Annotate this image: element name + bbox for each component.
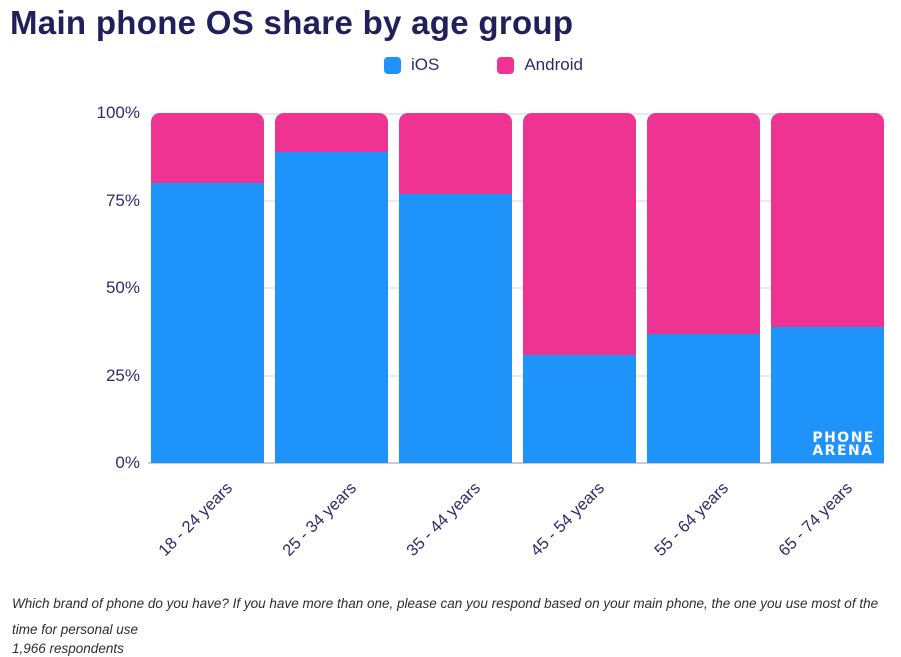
gridline — [151, 374, 884, 377]
bar-segment-ios — [399, 193, 512, 463]
gridline — [151, 287, 884, 289]
x-tick-label: 45 - 54 years — [527, 479, 609, 560]
legend-item-android: Android — [497, 55, 583, 75]
bar-45-54years — [523, 113, 636, 463]
bar-segment-ios — [275, 151, 388, 463]
y-tick-label: 100% — [96, 103, 140, 122]
respondents-count: 1,966 respondents — [12, 641, 124, 656]
phonearena-logo: PHONE ARENA — [812, 429, 875, 459]
x-axis: 18 - 24 years 25 - 34 years 35 - 44 years 4… — [151, 463, 884, 593]
y-tick-label: 75% — [105, 190, 140, 210]
legend-item-ios: iOS — [384, 55, 439, 75]
phonearena-logo-line2: ARENA — [812, 442, 874, 459]
legend-swatch-ios — [384, 56, 401, 74]
bar-segment-android — [647, 113, 760, 334]
bar-segment-android — [771, 113, 884, 327]
x-tick-label: 18 - 24 years — [155, 479, 237, 560]
y-tick-label: 25% — [105, 365, 140, 385]
legend-label-android: Android — [524, 55, 583, 74]
x-tick-label: 55 - 64 years — [651, 479, 733, 560]
bar-18-24years — [151, 113, 264, 463]
bar-segment-ios — [151, 183, 264, 463]
x-axis-line — [148, 462, 884, 464]
y-axis: 0% 25% 50% 75% 100% — [0, 103, 140, 472]
gridline — [151, 113, 884, 115]
bar-25-34years — [275, 113, 388, 463]
bar-segment-android — [275, 113, 388, 152]
chart-title: Main phone OS share by age group — [10, 4, 574, 41]
bar-65-74years — [771, 113, 884, 463]
legend: iOS Android — [384, 55, 583, 75]
bar-segment-ios — [647, 333, 760, 463]
phonearena-logo-line1: PHONE — [812, 429, 875, 446]
x-tick-label: 65 - 74 years — [775, 479, 857, 560]
gridline — [151, 199, 884, 202]
bar-segment-android — [399, 113, 512, 194]
bar-55-64years — [647, 113, 760, 463]
y-tick-label: 0% — [115, 453, 140, 472]
bar-segment-android — [523, 113, 636, 355]
y-tick-label: 50% — [105, 278, 140, 297]
plot-area: PHONE ARENA — [148, 113, 884, 464]
bar-35-44years — [399, 113, 512, 463]
x-tick-label: 35 - 44 years — [403, 479, 485, 560]
bar-segment-ios — [771, 326, 884, 463]
bar-segment-android — [151, 113, 264, 183]
bar-segment-ios — [523, 354, 636, 463]
x-tick-label: 25 - 34 years — [279, 479, 361, 560]
survey-question: Which brand of phone do you have? If you… — [12, 596, 879, 637]
legend-label-ios: iOS — [411, 55, 440, 74]
legend-swatch-android — [497, 56, 515, 74]
